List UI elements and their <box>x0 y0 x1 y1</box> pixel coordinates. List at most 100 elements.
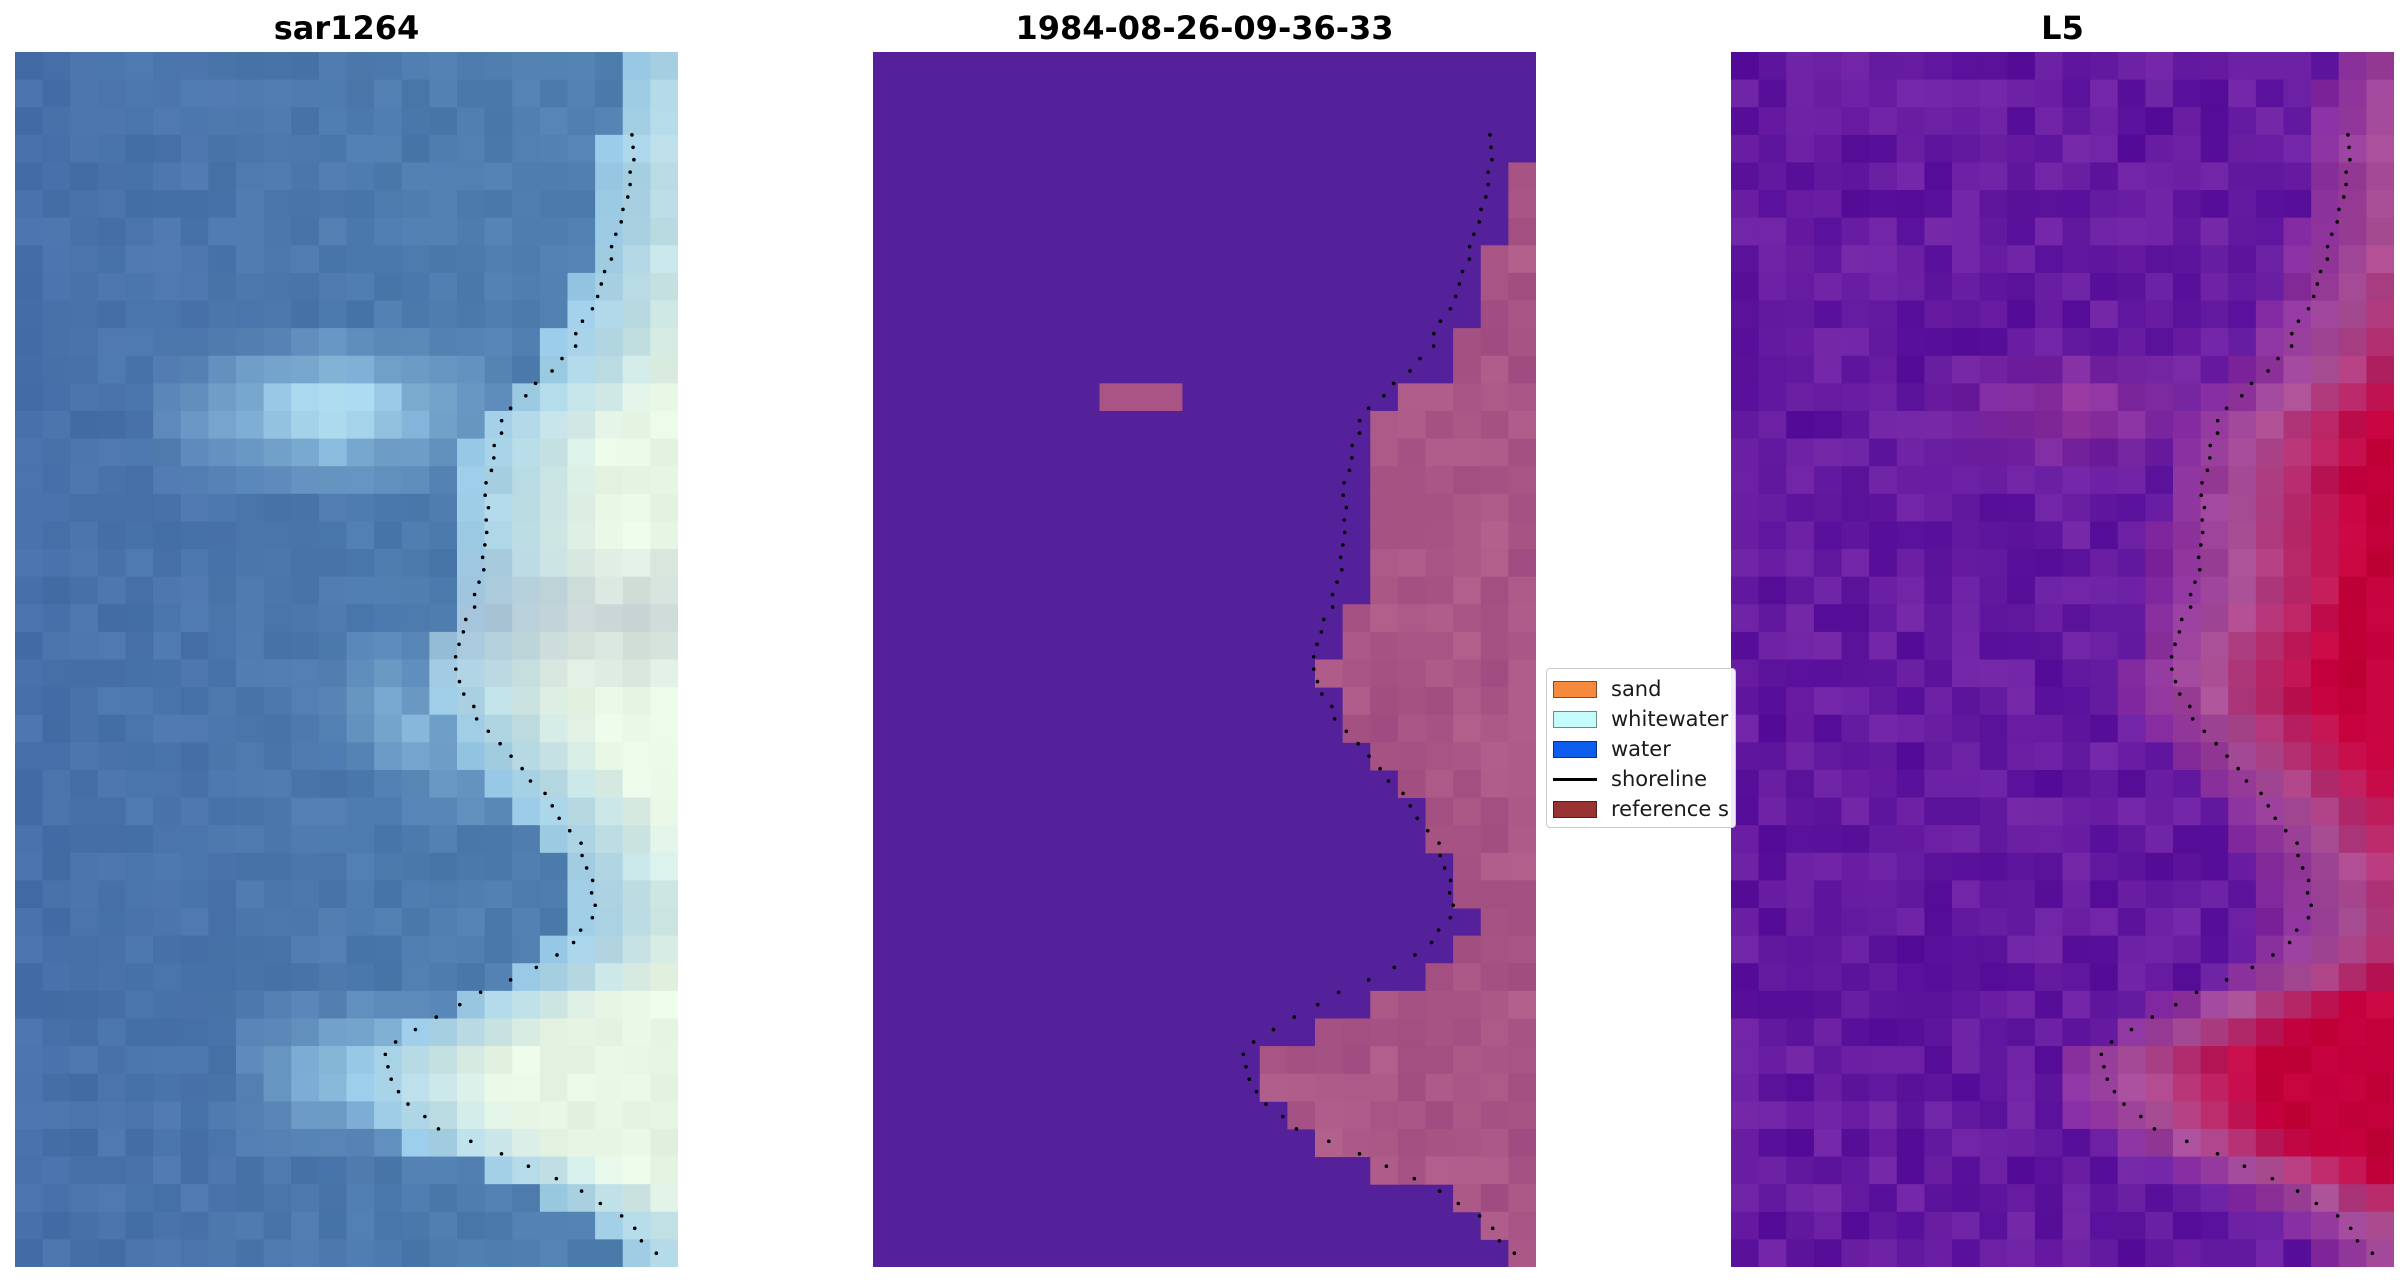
rgb-pixel <box>97 1239 126 1267</box>
rgb-pixel <box>512 1239 541 1267</box>
rgb-pixel <box>374 190 403 219</box>
shoreline-point <box>1342 518 1347 522</box>
index-pixel <box>2007 797 2036 826</box>
shoreline-point <box>2215 1151 2220 1156</box>
index-pixel <box>2283 935 2312 964</box>
rgb-pixel <box>457 797 486 826</box>
shoreline-point <box>2306 878 2311 883</box>
sand-pixel <box>1425 1018 1454 1047</box>
shoreline-point <box>2199 493 2204 497</box>
rgb-pixel <box>346 1046 375 1075</box>
rgb-pixel <box>512 659 541 688</box>
shoreline-point <box>2190 717 2195 721</box>
rgb-pixel <box>595 300 624 329</box>
index-pixel <box>1952 714 1981 743</box>
rgb-pixel <box>401 549 430 578</box>
shoreline-point <box>1347 468 1352 473</box>
rgb-pixel <box>374 769 403 799</box>
sand-pixel <box>1480 245 1509 274</box>
index-pixel <box>2173 604 2202 633</box>
index-pixel <box>1813 493 1842 522</box>
sand-pixel <box>1480 880 1509 909</box>
rgb-pixel <box>208 300 237 329</box>
shoreline-point <box>595 294 600 299</box>
index-pixel <box>1841 300 1870 329</box>
rgb-pixel <box>429 1239 458 1267</box>
index-pixel <box>2311 52 2340 81</box>
rgb-pixel <box>567 466 596 495</box>
index-pixel <box>1841 162 1870 191</box>
rgb-pixel <box>429 659 458 688</box>
index-pixel <box>2090 1046 2119 1075</box>
rgb-pixel <box>318 1184 347 1213</box>
index-pixel <box>2062 576 2091 605</box>
rgb-pixel <box>539 1128 568 1158</box>
index-pixel <box>2338 1128 2367 1158</box>
sand-pixel <box>1453 963 1482 992</box>
index-pixel <box>1924 797 1953 826</box>
index-pixel <box>2228 908 2257 937</box>
rgb-pixel <box>153 742 182 771</box>
index-pixel <box>1813 963 1842 992</box>
rgb-pixel <box>291 742 320 771</box>
index-pixel <box>1813 604 1842 633</box>
rgb-pixel <box>622 631 651 660</box>
index-pixel <box>2200 383 2229 412</box>
index-pixel <box>2255 604 2284 633</box>
rgb-pixel <box>622 1073 651 1102</box>
shoreline-point <box>486 505 491 510</box>
rgb-pixel <box>650 742 678 771</box>
index-pixel <box>2366 410 2394 440</box>
index-pixel <box>2255 190 2284 219</box>
rgb-pixel <box>70 1128 99 1158</box>
index-pixel <box>2338 79 2367 108</box>
rgb-pixel <box>180 438 209 467</box>
rgb-pixel <box>318 714 347 743</box>
rgb-pixel <box>125 742 154 771</box>
index-pixel <box>2173 134 2202 163</box>
rgb-pixel <box>208 935 237 964</box>
rgb-image <box>15 52 678 1267</box>
index-pixel <box>2034 466 2063 495</box>
sand-pixel <box>1508 355 1536 384</box>
index-pixel <box>2145 134 2174 163</box>
rgb-pixel <box>512 300 541 329</box>
sand-pixel <box>1342 1046 1371 1075</box>
rgb-pixel <box>153 1239 182 1267</box>
rgb-pixel <box>180 714 209 743</box>
rgb-pixel <box>484 631 513 660</box>
index-pixel <box>1979 466 2008 495</box>
index-pixel <box>2062 742 2091 771</box>
rgb-pixel <box>595 107 624 136</box>
index-pixel <box>1731 1046 1760 1075</box>
sand-pixel <box>1397 1128 1426 1158</box>
rgb-pixel <box>180 797 209 826</box>
index-pixel <box>1731 1239 1760 1267</box>
index-pixel <box>1869 217 1898 246</box>
index-pixel <box>1731 355 1760 384</box>
index-pixel <box>2255 714 2284 743</box>
index-pixel <box>1786 328 1815 357</box>
shoreline-point <box>2193 580 2197 584</box>
index-pixel <box>2034 1128 2063 1158</box>
rgb-pixel <box>125 935 154 964</box>
rgb-pixel <box>42 438 71 467</box>
index-pixel <box>2173 355 2202 384</box>
rgb-pixel <box>346 245 375 274</box>
index-pixel <box>2090 107 2119 136</box>
sand-pixel <box>1425 521 1454 550</box>
index-pixel <box>1896 134 1925 163</box>
rgb-pixel <box>208 908 237 937</box>
index-pixel <box>2062 1073 2091 1102</box>
index-pixel <box>1979 300 2008 329</box>
index-pixel <box>1786 1184 1815 1213</box>
index-pixel <box>2366 134 2394 163</box>
rgb-pixel <box>180 1046 209 1075</box>
index-pixel <box>2338 190 2367 219</box>
rgb-pixel <box>15 1101 44 1130</box>
rgb-pixel <box>539 245 568 274</box>
shoreline-point <box>2185 1139 2189 1144</box>
shoreline-point <box>2242 1164 2247 1169</box>
shoreline-point <box>1378 766 1382 771</box>
rgb-pixel <box>346 549 375 578</box>
